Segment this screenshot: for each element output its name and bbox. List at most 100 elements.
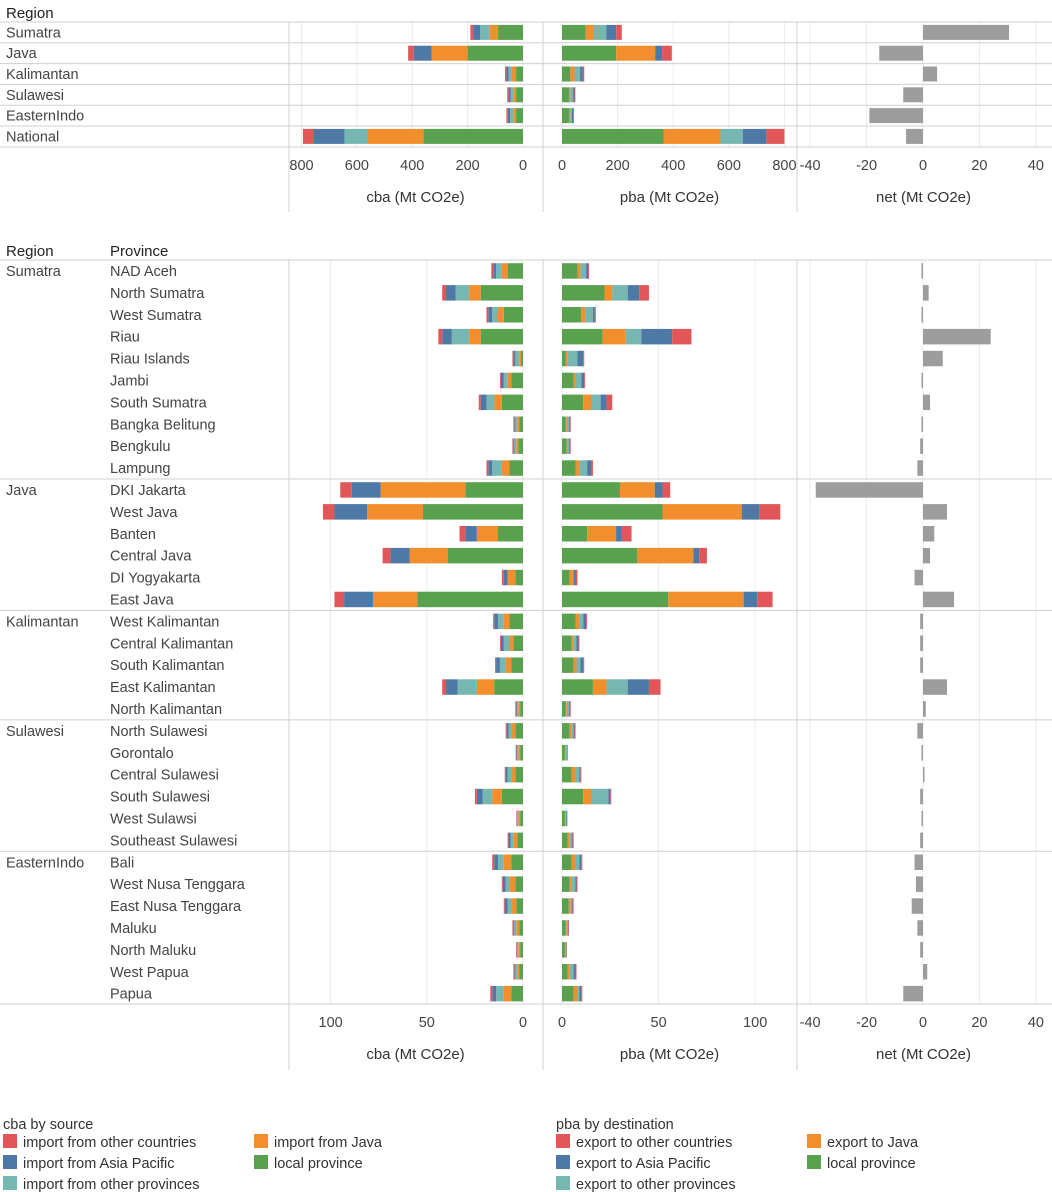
pba-bar-other-countries: [569, 416, 571, 432]
net-bar: [911, 898, 923, 914]
province-label: Maluku: [110, 921, 157, 937]
pba-bar-local: [562, 526, 588, 542]
pba-bar-asia-pacific: [580, 66, 583, 82]
cba-bar-java: [501, 460, 510, 476]
pba-bar-java: [564, 745, 566, 761]
cba-bar-asia-pacific: [503, 569, 508, 586]
pba-bar-java: [573, 657, 577, 673]
pba-bar-local: [562, 591, 669, 608]
region-label: Sumatra: [6, 25, 62, 41]
cba-bar-other-provinces: [507, 766, 512, 783]
header-region: Region: [6, 243, 54, 260]
cba-bar-local: [511, 985, 523, 1002]
cba-bar-asia-pacific: [508, 87, 511, 103]
cba-bar-other-countries: [302, 128, 314, 144]
net-bar: [923, 66, 938, 82]
pba-bar-local: [562, 504, 663, 520]
cba-bar-java: [469, 285, 481, 301]
pba-bar-java: [571, 766, 576, 783]
cba-bar-other-provinces: [510, 87, 514, 103]
pba-bar-java: [662, 504, 742, 520]
cba-bar-asia-pacific: [516, 701, 518, 717]
province-label: Riau Islands: [110, 352, 190, 368]
cba-bar-java: [519, 350, 522, 367]
cba-bar-other-countries: [495, 657, 497, 673]
net-tick-label: 0: [919, 1015, 927, 1031]
cba-bar-asia-pacific: [500, 635, 504, 651]
net-bar: [923, 679, 947, 695]
province-label: Southeast Sulawesi: [110, 833, 237, 849]
cba-bar-local: [494, 679, 523, 695]
cba-bar-asia-pacific: [351, 482, 381, 498]
cba-bar-local: [519, 920, 523, 936]
cba-bar-other-countries: [478, 394, 481, 411]
pba-bar-other-provinces: [569, 832, 572, 849]
province-label: North Sulawesi: [110, 724, 208, 740]
cba-bar-java: [513, 87, 517, 103]
pba-bar-java: [565, 416, 567, 432]
province-label: DKI Jakarta: [110, 483, 187, 499]
cba-bar-asia-pacific: [494, 613, 498, 630]
pba-bar-local: [562, 745, 565, 761]
cba-tick-label: 400: [400, 158, 424, 174]
cba-bar-local: [520, 745, 523, 761]
cba-bar-java: [476, 679, 495, 695]
pba-bar-other-provinces: [575, 854, 580, 870]
cba-bar-local: [480, 285, 523, 301]
pba-bar-other-provinces: [612, 285, 628, 301]
cba-legend-title: cba by source: [3, 1117, 93, 1133]
cba-bar-other-provinces: [514, 438, 517, 454]
net-bar: [815, 482, 923, 498]
pba-bar-other-countries: [590, 460, 593, 476]
pba-bar-asia-pacific: [579, 854, 582, 870]
cba-bar-other-provinces: [505, 876, 510, 892]
pba-tick-label: 200: [606, 158, 630, 174]
pba-bar-other-countries: [574, 723, 576, 739]
pba-bar-local: [562, 569, 570, 586]
pba-bar-other-provinces: [567, 438, 569, 454]
net-bar: [923, 504, 947, 520]
cba-legend-swatch: [3, 1155, 17, 1169]
cba-bar-asia-pacific: [493, 263, 497, 279]
pba-bar-local: [562, 350, 566, 367]
cba-bar-other-countries: [507, 87, 509, 103]
cba-bar-java: [505, 657, 512, 673]
pba-bar-local: [562, 416, 566, 432]
cba-bar-asia-pacific: [516, 745, 518, 761]
cba-bar-local: [511, 657, 523, 673]
pba-bar-local: [562, 24, 586, 40]
cba-bar-other-countries: [470, 24, 474, 40]
province-label: West Papua: [110, 965, 190, 981]
pba-bar-asia-pacific: [579, 766, 581, 783]
pba-bar-asia-pacific: [616, 526, 622, 542]
pba-bar-local: [562, 788, 584, 805]
cba-tick-label: 50: [419, 1015, 435, 1031]
cba-legend-label: import from Asia Pacific: [23, 1156, 175, 1172]
province-label: West Sulawsi: [110, 811, 197, 827]
cba-bar-java: [372, 591, 418, 608]
cba-bar-other-countries: [504, 766, 506, 783]
pba-tick-label: 0: [558, 1015, 566, 1031]
pba-bar-other-provinces: [565, 745, 567, 761]
cba-tick-label: 800: [289, 158, 313, 174]
cba-bar-local: [516, 66, 523, 82]
cba-bar-local: [480, 328, 523, 345]
region-label: Java: [6, 483, 38, 499]
cba-bar-other-provinces: [492, 460, 502, 476]
pba-bar-java: [585, 24, 594, 40]
cba-bar-java: [431, 45, 468, 61]
cba-bar-asia-pacific: [480, 394, 487, 411]
cba-bar-java: [511, 898, 517, 914]
cba-bar-other-provinces: [480, 24, 490, 40]
cba-bar-java: [516, 920, 520, 936]
net-tick-label: 40: [1028, 158, 1044, 174]
net-bar: [920, 438, 923, 454]
net-axis-title: net (Mt CO2e): [876, 1046, 971, 1063]
pba-bar-java: [604, 285, 613, 301]
net-tick-label: 40: [1028, 1015, 1044, 1031]
pba-bar-other-countries: [586, 613, 588, 630]
pba-tick-label: 400: [661, 158, 685, 174]
pba-bar-local: [562, 679, 593, 695]
pba-bar-other-provinces: [593, 24, 607, 40]
pba-bar-other-countries: [580, 766, 582, 783]
